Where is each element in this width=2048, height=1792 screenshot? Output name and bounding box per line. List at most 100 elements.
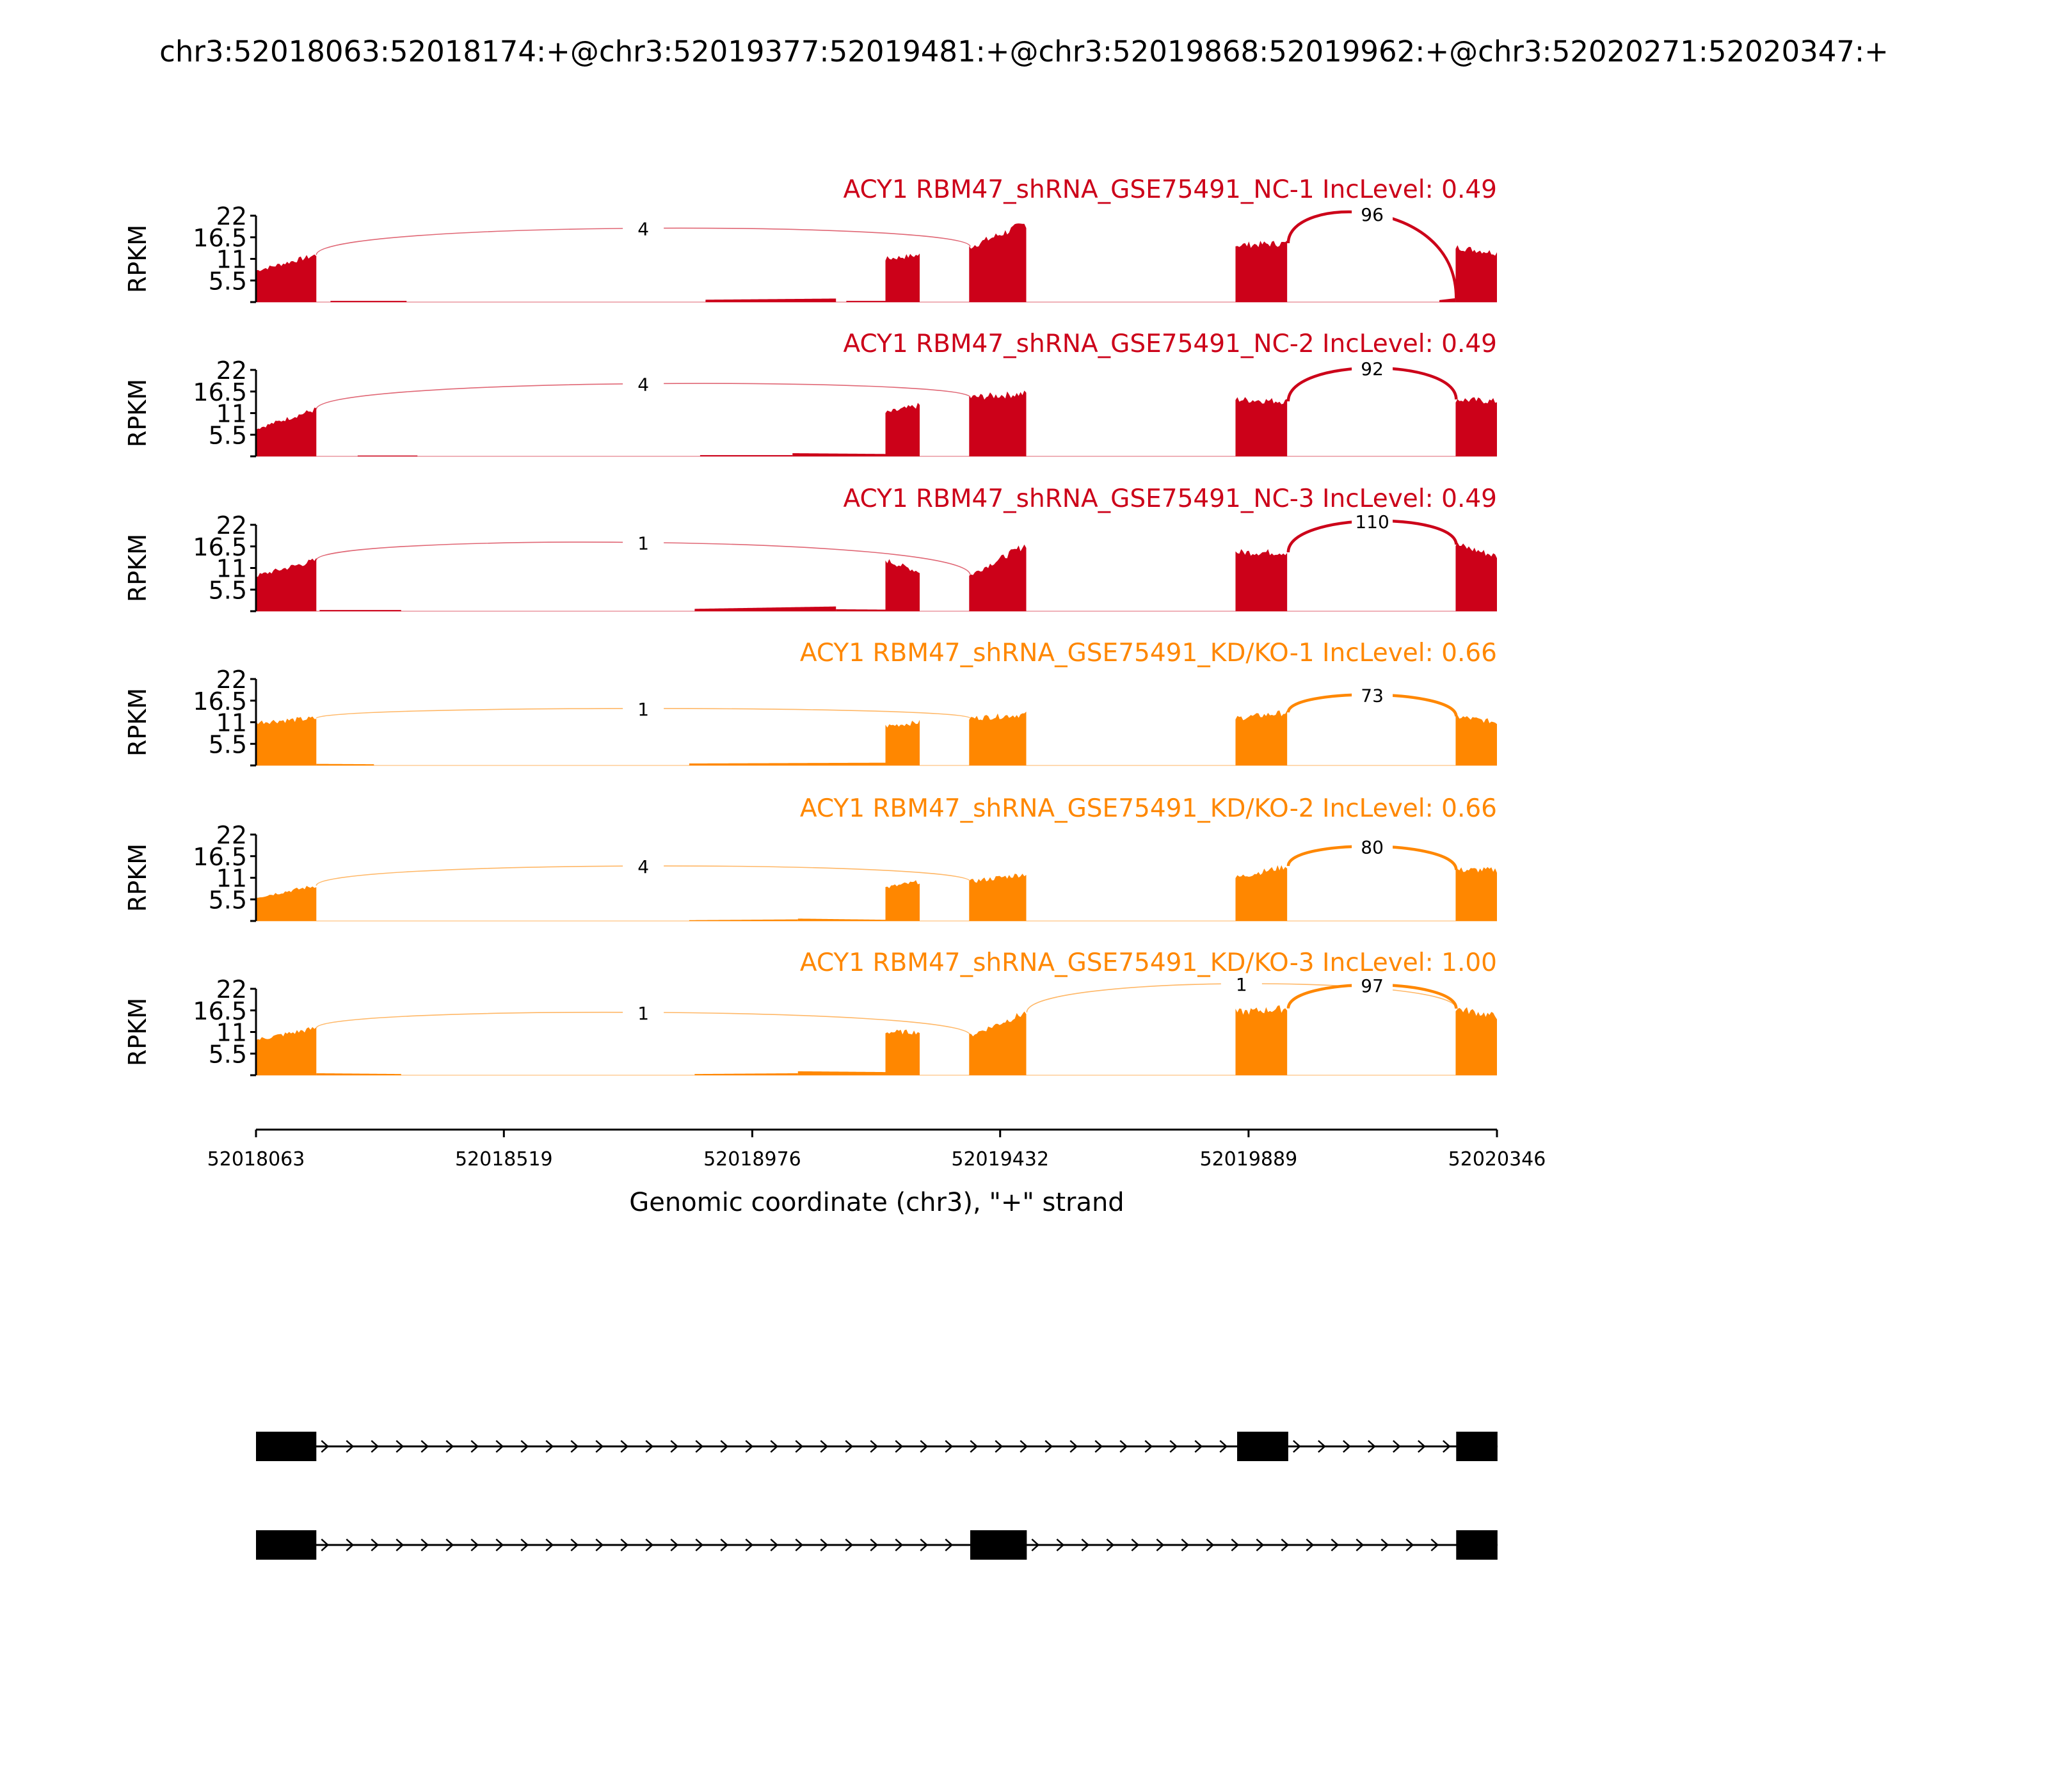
junction-label-bg — [623, 374, 664, 393]
strand-arrow-icon — [1331, 1539, 1340, 1551]
junction-count-label: 4 — [637, 219, 649, 240]
strand-arrow-icon — [321, 1440, 330, 1453]
y-tick-label: 5.5 — [209, 421, 247, 449]
coverage-area — [316, 1073, 401, 1075]
strand-arrow-icon — [1181, 1539, 1190, 1551]
strand-arrow-icon — [1256, 1539, 1265, 1551]
junction-count-label: 110 — [1355, 511, 1389, 532]
coverage-area — [330, 301, 407, 302]
strand-arrow-icon — [1219, 1440, 1228, 1453]
coverage-area — [1455, 1007, 1497, 1075]
coverage-area — [969, 711, 1027, 765]
strand-arrow-icon — [720, 1440, 729, 1453]
exon-block — [256, 1432, 317, 1461]
strand-arrow-icon — [845, 1539, 854, 1551]
strand-arrow-icon — [1169, 1440, 1178, 1453]
y-axis-label: RPKM — [124, 844, 152, 912]
strand-arrow-icon — [620, 1440, 629, 1453]
junction-label-bg — [1220, 975, 1262, 993]
y-tick-label: 5.5 — [209, 576, 247, 604]
panel-title: ACY1 RBM47_shRNA_GSE75491_NC-2 IncLevel:… — [843, 330, 1497, 358]
coverage-area — [846, 301, 886, 302]
strand-arrow-icon — [895, 1440, 904, 1453]
strand-arrow-icon — [520, 1539, 529, 1551]
panel-title: ACY1 RBM47_shRNA_GSE75491_KD/KO-2 IncLev… — [800, 794, 1497, 823]
y-tick-label: 11 — [216, 246, 247, 274]
y-tick-label: 16.5 — [193, 843, 247, 871]
strand-arrow-icon — [470, 1440, 479, 1453]
x-tick-label: 52018063 — [207, 1148, 305, 1171]
y-tick-label: 16.5 — [193, 997, 247, 1025]
strand-arrow-icon — [920, 1440, 929, 1453]
y-axis-label: RPKM — [124, 998, 152, 1066]
strand-arrow-icon — [1094, 1440, 1103, 1453]
y-tick-label: 16.5 — [193, 533, 247, 561]
strand-arrow-icon — [1156, 1539, 1165, 1551]
coverage-area — [689, 762, 886, 765]
sample-panel: ACY1 RBM47_shRNA_GSE75491_KD/KO-3 IncLev… — [124, 948, 1497, 1076]
strand-arrow-icon — [945, 1440, 954, 1453]
coverage-area — [797, 1071, 886, 1075]
coverage-area — [1235, 1005, 1288, 1075]
exon-block — [970, 1530, 1027, 1560]
y-tick-label: 22 — [216, 202, 247, 230]
y-axis-label: RPKM — [124, 534, 152, 602]
junction-count-label: 4 — [637, 856, 649, 877]
coverage-area — [1235, 397, 1288, 456]
strand-arrow-icon — [1081, 1539, 1090, 1551]
y-tick-label: 22 — [216, 356, 247, 385]
x-tick-label: 52019432 — [951, 1148, 1049, 1171]
strand-arrow-icon — [695, 1440, 704, 1453]
coverage-area — [1235, 710, 1288, 765]
strand-arrow-icon — [1106, 1539, 1115, 1551]
strand-arrow-icon — [970, 1440, 979, 1453]
exon-block — [256, 1530, 317, 1560]
strand-arrow-icon — [670, 1539, 679, 1551]
junction-count-label: 92 — [1361, 358, 1384, 380]
coverage-area — [1235, 865, 1288, 921]
strand-arrow-icon — [1443, 1440, 1451, 1453]
strand-arrow-icon — [745, 1440, 754, 1453]
coverage-area — [885, 559, 920, 611]
coverage-area — [885, 1029, 920, 1075]
strand-arrow-icon — [870, 1539, 879, 1551]
gene-structure-track — [256, 1432, 1498, 1560]
junction-count-label: 1 — [637, 533, 649, 554]
y-axis-label: RPKM — [124, 225, 152, 293]
y-tick-label: 5.5 — [209, 886, 247, 914]
coverage-area — [1455, 867, 1497, 921]
junction-label-bg — [623, 533, 664, 552]
strand-arrow-icon — [495, 1539, 504, 1551]
coverage-area — [969, 544, 1027, 611]
coverage-area — [969, 1011, 1027, 1075]
coverage-area — [969, 874, 1027, 921]
strand-arrow-icon — [695, 1539, 704, 1551]
y-tick-label: 16.5 — [193, 224, 247, 252]
strand-arrow-icon — [1144, 1440, 1153, 1453]
junction-label-bg — [1352, 837, 1393, 856]
junction-count-label: 97 — [1361, 975, 1384, 996]
coverage-area — [1235, 240, 1288, 302]
strand-arrow-icon — [495, 1440, 504, 1453]
y-axis-label: RPKM — [124, 379, 152, 447]
x-tick-label: 52019889 — [1200, 1148, 1298, 1171]
strand-arrow-icon — [545, 1539, 554, 1551]
strand-arrow-icon — [1281, 1539, 1290, 1551]
coverage-area — [1455, 397, 1497, 456]
strand-arrow-icon — [1343, 1440, 1351, 1453]
strand-arrow-icon — [371, 1539, 380, 1551]
panel-title: ACY1 RBM47_shRNA_GSE75491_NC-3 IncLevel:… — [843, 484, 1497, 513]
strand-arrow-icon — [1020, 1440, 1028, 1453]
strand-arrow-icon — [795, 1539, 804, 1551]
coverage-area — [694, 606, 836, 611]
strand-arrow-icon — [371, 1440, 380, 1453]
strand-arrow-icon — [595, 1539, 604, 1551]
coverage-area — [256, 716, 317, 765]
junction-label-bg — [1352, 204, 1393, 223]
strand-arrow-icon — [445, 1539, 454, 1551]
strand-arrow-icon — [1306, 1539, 1315, 1551]
coverage-area — [969, 223, 1027, 302]
strand-arrow-icon — [770, 1440, 779, 1453]
junction-count-label: 1 — [637, 1003, 649, 1024]
junction-label-bg — [1352, 511, 1393, 530]
